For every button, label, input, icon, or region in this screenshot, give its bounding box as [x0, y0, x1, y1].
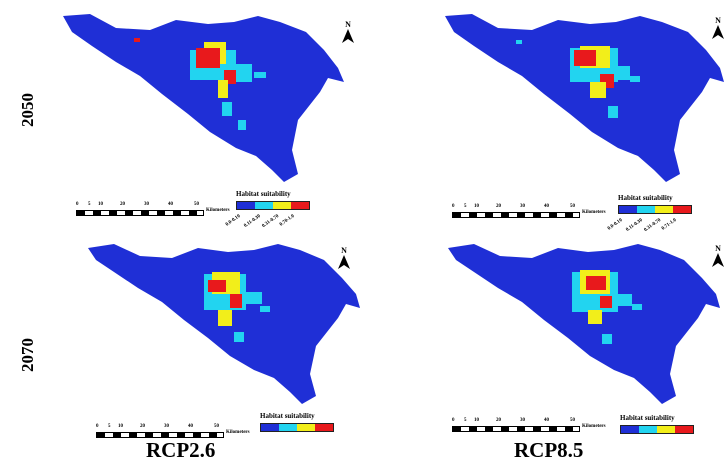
- study-area: [63, 14, 344, 182]
- legend-swatch: [619, 206, 637, 213]
- column-label-rcp85: RCP8.5: [514, 438, 584, 462]
- legend-swatch: [673, 206, 691, 213]
- scale-bar: 0 5 10 20 30 40 50 Kilometers: [76, 202, 236, 218]
- habitat-map: [63, 14, 344, 182]
- scale-bar: 0 5 10 20 30 40 50 Kilometers: [452, 204, 612, 220]
- map-panel-2070-rcp85: N 0 5 10 20 30 40 50 Kilometers Habitat …: [444, 240, 725, 440]
- legend-swatch: [315, 424, 333, 431]
- habitat-map: [88, 244, 360, 404]
- legend-swatch: [297, 424, 315, 431]
- scale-bar: 0 5 10 20 30 40 50 Kilometers: [96, 424, 256, 440]
- column-label-rcp26: RCP2.6: [146, 438, 216, 462]
- legend-swatch: [279, 424, 297, 431]
- study-area: [448, 244, 720, 404]
- legend-swatch: [255, 202, 273, 209]
- north-arrow: N: [710, 244, 725, 272]
- legend-swatch: [657, 426, 675, 433]
- legend: Habitat suitability 0.0-0.10 0.11-0.30 0…: [225, 190, 310, 232]
- map-panel-2070-rcp26: N 0 5 10 20 30 40 50 Kilometers Habitat …: [84, 240, 364, 440]
- legend-swatch: [621, 426, 639, 433]
- habitat-map: [448, 244, 720, 404]
- map-panel-2050-rcp26: N 0 5 10 20 30 40 50 Kilometers Habitat …: [58, 10, 358, 230]
- map-panel-2050-rcp85: N 0 5 10 20 30 40 50 Kilometers Habitat …: [440, 10, 725, 233]
- row-label-2050: 2050: [18, 93, 37, 127]
- legend-swatch: [237, 202, 255, 209]
- row-label-2070: 2070: [18, 338, 37, 372]
- habitat-map: [445, 14, 724, 182]
- legend-swatch: [675, 426, 693, 433]
- north-arrow: N: [710, 16, 725, 44]
- study-area: [445, 14, 724, 182]
- legend: Habitat suitability: [620, 414, 694, 434]
- legend: Habitat suitability: [260, 412, 334, 432]
- scale-bar: 0 5 10 20 30 40 50 Kilometers: [452, 418, 612, 434]
- legend-swatch: [273, 202, 291, 209]
- legend-swatch: [261, 424, 279, 431]
- north-arrow: N: [340, 20, 356, 48]
- legend-swatch: [291, 202, 309, 209]
- north-arrow: N: [336, 246, 352, 274]
- legend: Habitat suitability 0.0-0.10 0.11-0.30 0…: [607, 194, 692, 236]
- legend-swatch: [639, 426, 657, 433]
- legend-swatch: [655, 206, 673, 213]
- legend-swatch: [637, 206, 655, 213]
